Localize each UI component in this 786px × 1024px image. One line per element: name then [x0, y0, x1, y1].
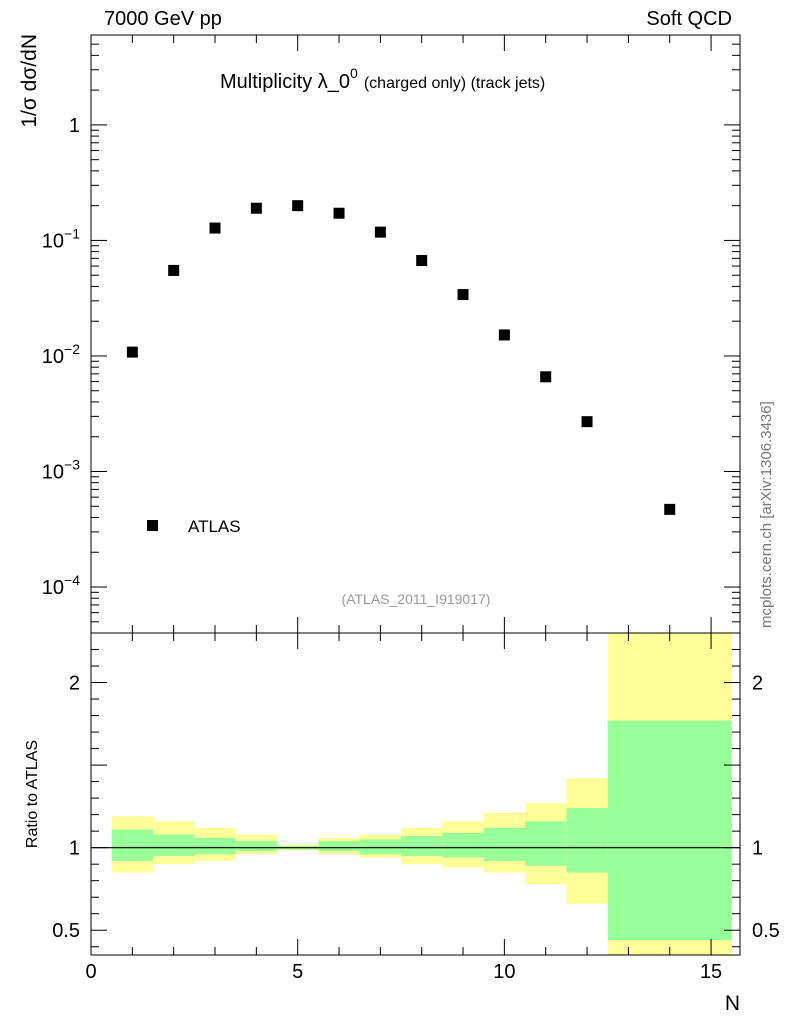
band-inner-12 [607, 720, 732, 941]
data-point [209, 222, 221, 234]
band-inner-7 [401, 836, 443, 856]
header-right: Soft QCD [646, 8, 732, 30]
y-tick-label: 10−1 [42, 225, 80, 252]
reference-note: (ATLAS_2011_I919017) [342, 591, 491, 607]
main-frame [90, 34, 741, 634]
band-inner-11 [566, 808, 608, 873]
y-tick-label: 10−4 [42, 572, 80, 599]
data-point [457, 289, 469, 301]
data-point [540, 371, 552, 383]
band-inner-2 [194, 837, 236, 855]
x-axis-label: N [725, 992, 740, 1015]
y-ticks-ratio [91, 649, 740, 948]
band-inner-1 [153, 834, 195, 856]
data-point [664, 503, 676, 515]
band-inner-6 [359, 839, 402, 855]
y-axis-label-ratio: Ratio to ATLAS [24, 740, 41, 848]
band-inner-9 [483, 827, 526, 861]
x-tick-label: 0 [85, 961, 96, 983]
band-inner-10 [525, 821, 567, 866]
y-tick-label-ratio-right: 1 [752, 838, 763, 860]
y-tick-label: 10−2 [42, 341, 80, 368]
y-tick-label-ratio: 1 [69, 838, 80, 860]
data-point [498, 329, 510, 341]
legend-label: ATLAS [188, 517, 241, 536]
band-inner-8 [442, 832, 484, 858]
data-point [416, 255, 428, 267]
data-point [581, 416, 593, 428]
y-tick-label: 1 [69, 115, 80, 137]
header-left: 7000 GeV pp [104, 8, 222, 30]
data-point [250, 202, 262, 214]
band-inner-3 [235, 841, 278, 851]
data-point [126, 346, 138, 358]
data-point [333, 207, 345, 219]
data-point [374, 226, 386, 238]
x-tick-label: 10 [493, 961, 515, 983]
y-axis-label: 1/σ dσ/dN [18, 34, 41, 128]
x-tick-label: 5 [292, 961, 303, 983]
y-tick-label-ratio: 0.5 [52, 920, 80, 942]
data-series-atlas [126, 200, 676, 515]
legend-marker [147, 520, 158, 531]
x-tick-label: 15 [700, 961, 722, 983]
ratio-bands [111, 633, 732, 955]
y-tick-label-ratio-right: 2 [752, 673, 763, 695]
chart-title: Multiplicity λ_00(charged only) (track j… [220, 65, 545, 93]
band-inner-5 [318, 841, 360, 851]
y-tick-label-ratio-right: 0.5 [752, 920, 780, 942]
y-tick-label-ratio: 2 [69, 673, 80, 695]
band-inner-0 [111, 829, 154, 861]
data-point [168, 264, 180, 276]
y-ticks-main [91, 34, 740, 634]
y-tick-label: 10−3 [42, 456, 80, 483]
data-point [292, 200, 304, 212]
ratio-frame [90, 632, 741, 956]
